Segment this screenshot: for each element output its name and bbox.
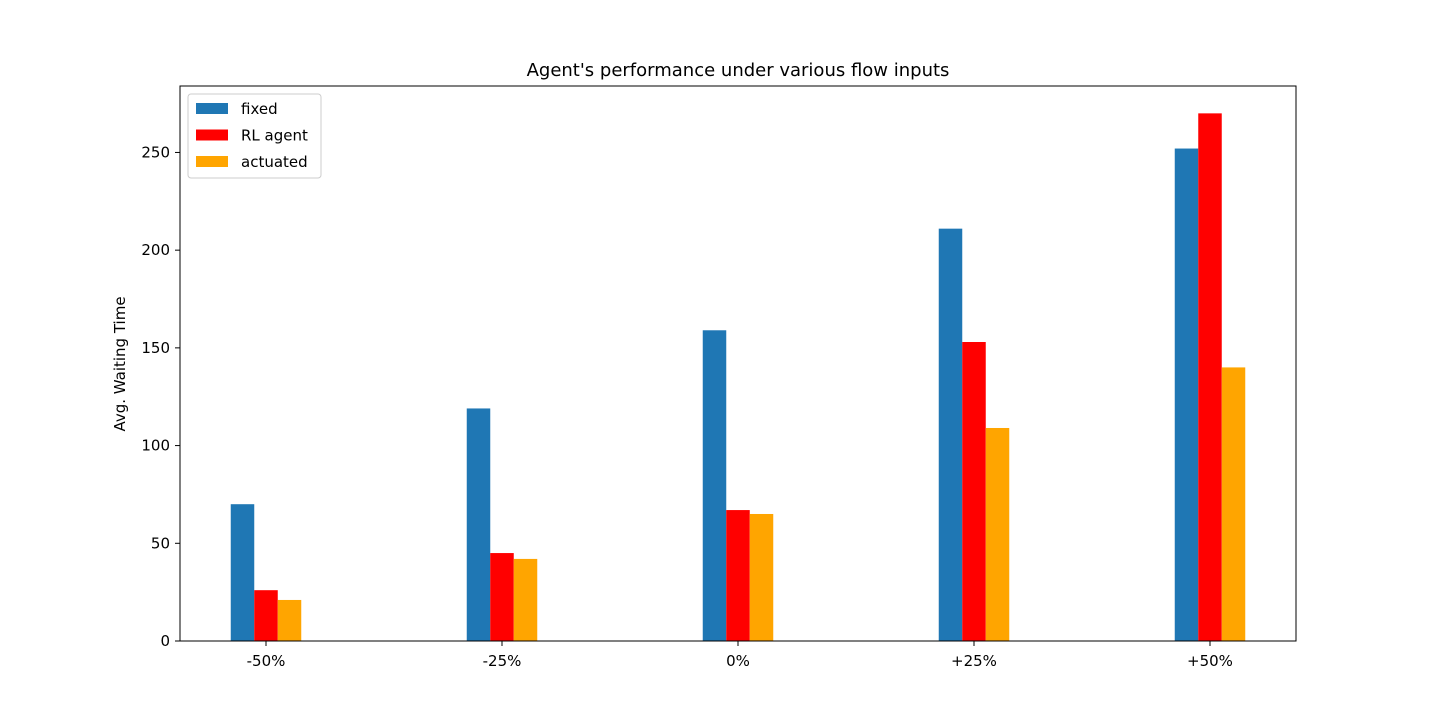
legend-label-actuated[interactable]: actuated: [241, 153, 308, 171]
bar-rl-agent-4[interactable]: [1198, 113, 1222, 642]
bar-fixed-0[interactable]: [230, 504, 255, 641]
legend-swatch-rl-agent: [196, 129, 228, 141]
y-tick-label: 150: [141, 339, 170, 357]
x-axis: -50% -25% 0% +25% +50%: [247, 641, 1233, 670]
y-tick-label: 250: [141, 143, 170, 161]
chart-title: Agent's performance under various flow i…: [527, 60, 950, 81]
bar-actuated-2[interactable]: [749, 513, 774, 641]
bar-fixed-2[interactable]: [702, 330, 727, 641]
bar-rl-agent-1[interactable]: [490, 553, 514, 641]
x-tick-label: -50%: [247, 652, 286, 670]
legend-swatch-actuated: [196, 156, 228, 167]
bar-fixed-1[interactable]: [466, 408, 491, 641]
y-axis: 0 50 100 150 200 250: [141, 143, 180, 650]
bar-actuated-3[interactable]: [985, 427, 1010, 641]
x-tick-label: +50%: [1187, 652, 1233, 670]
bar-fixed-3[interactable]: [938, 228, 963, 641]
plot-frame: [179, 85, 1297, 642]
legend-swatch-fixed: [196, 103, 228, 114]
bar-actuated-0[interactable]: [277, 599, 302, 641]
x-tick-label: 0%: [726, 652, 750, 670]
y-tick-label: 200: [141, 241, 170, 259]
y-tick-label: 0: [160, 632, 170, 650]
bar-rl-agent-3[interactable]: [962, 342, 986, 641]
y-tick-label: 100: [141, 437, 170, 455]
x-tick-label: -25%: [483, 652, 522, 670]
legend-label-fixed[interactable]: fixed: [241, 100, 278, 118]
legend[interactable]: fixed RL agent actuated: [187, 93, 322, 179]
x-tick-label: +25%: [951, 652, 997, 670]
bar-actuated-1[interactable]: [513, 558, 538, 641]
bar-fixed-4[interactable]: [1174, 148, 1199, 642]
y-tick-label: 50: [151, 534, 170, 552]
bar-actuated-4[interactable]: [1221, 367, 1246, 641]
legend-label-rl-agent[interactable]: RL agent: [241, 127, 308, 145]
bars-group: [230, 113, 1246, 642]
y-axis-label: Avg. Waiting Time: [111, 296, 129, 431]
bar-rl-agent-2[interactable]: [726, 510, 750, 641]
bar-rl-agent-0[interactable]: [254, 590, 278, 641]
